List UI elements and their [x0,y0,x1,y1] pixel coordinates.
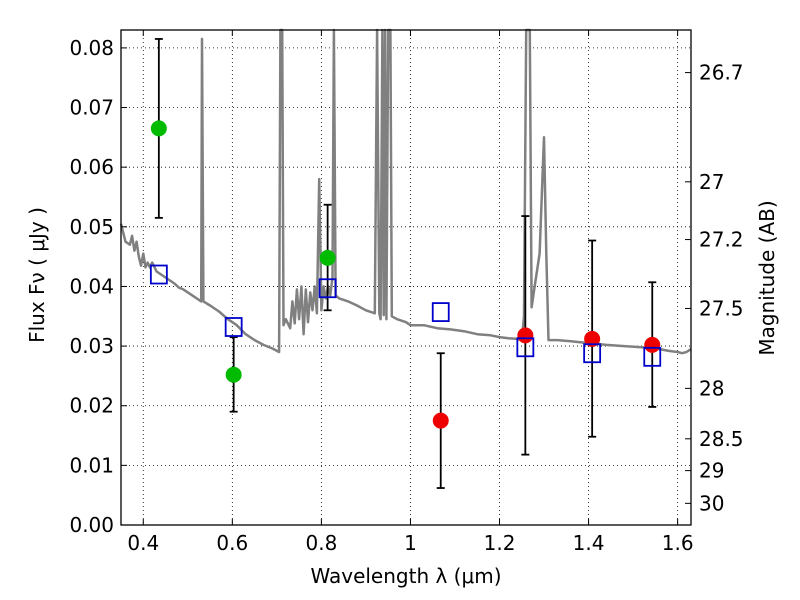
green-data-point [319,249,336,266]
model-square-point [149,264,168,285]
data-points [149,120,662,429]
x-axis-label: Wavelength λ (μm) [310,564,501,588]
red-data-point [584,330,601,347]
model-square-point [516,337,535,358]
x-tick-label: 1.2 [484,531,516,555]
x-tick-label: 0.8 [305,531,337,555]
model-square-point [583,343,602,364]
mag-tick-label: 30 [699,491,724,515]
model-square-point [643,346,662,367]
x-tick-label: 1.4 [573,531,605,555]
y-tick-label: 0.01 [69,453,114,477]
y2-axis-label: Magnitude (AB) [755,200,779,355]
mag-tick-label: 26.7 [699,61,744,85]
model-square-point [318,278,337,299]
y-tick-label: 0.04 [69,274,114,298]
error-bars [154,38,657,489]
mag-tick-label: 28.5 [699,427,744,451]
mag-tick-label: 29 [699,459,724,483]
y-tick-label: 0.05 [69,215,114,239]
model-square-point [431,302,450,322]
y-tick-label: 0.00 [69,513,114,537]
y-tick-label: 0.08 [69,36,114,60]
mag-tick-label: 27 [699,170,724,194]
mag-tick-label: 27.2 [699,228,744,252]
model-spectrum [119,28,692,355]
axis-ticks [121,30,691,526]
model-spectrum-line [119,28,692,355]
green-data-point [150,120,167,137]
x-tick-label: 0.6 [216,531,248,555]
mag-tick-label: 28 [699,376,724,400]
y-tick-label: 0.06 [69,155,114,179]
green-data-point [225,366,242,383]
y-tick-label: 0.03 [69,334,114,358]
red-data-point [517,327,534,344]
tick-labels: 0.4 0.6 0.8 1 1.2 1.4 1.6 0.00 0.01 0.02 0.03 0.04 0… [69,36,743,555]
red-data-point [432,412,449,429]
mag-tick-label: 27.5 [699,296,744,320]
x-tick-label: 1 [404,531,417,555]
red-data-point [644,336,661,353]
plot-frame [120,29,692,526]
y-tick-label: 0.07 [69,96,114,120]
grid-lines [121,30,691,526]
y-tick-label: 0.02 [69,394,114,418]
y-axis-label: Flux Fν ( μJy ) [25,207,49,343]
x-tick-label: 1.6 [662,531,694,555]
model-square-point [224,317,243,337]
x-tick-label: 0.4 [127,531,159,555]
